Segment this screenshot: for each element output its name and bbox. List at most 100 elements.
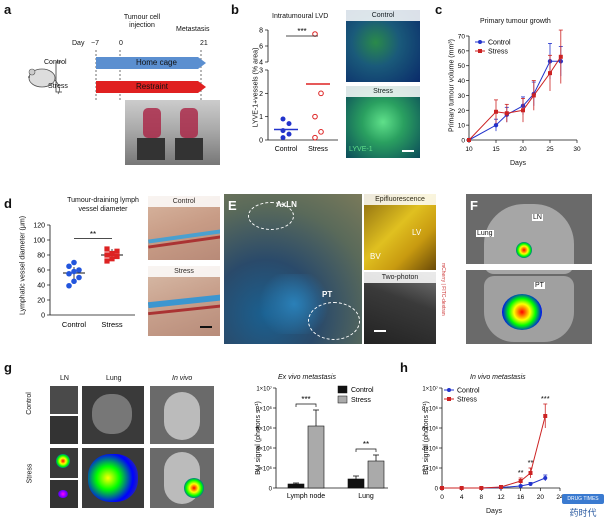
bar-stress	[367, 460, 385, 489]
data-point	[504, 111, 509, 116]
g-lung-stress	[82, 448, 144, 508]
data-point	[104, 246, 110, 252]
y-tick-label: 0	[435, 487, 439, 493]
x-tick-label: 10	[465, 146, 473, 153]
timeline-diagram	[28, 50, 206, 100]
restraint-photo	[125, 100, 220, 165]
data-point	[286, 121, 292, 127]
y-tick-label: 2	[259, 91, 263, 98]
series-line-stress	[468, 56, 562, 141]
g-col-invivo: In vivo	[172, 375, 193, 382]
x-tick-label: 15	[492, 146, 500, 153]
data-point	[528, 471, 533, 475]
lv-label: LV	[412, 228, 422, 237]
legend-swatch	[337, 385, 348, 394]
data-point	[531, 93, 536, 98]
sig-label: **	[363, 440, 369, 449]
y-tick-label: 70	[458, 34, 466, 41]
img-b-stress-label: Stress	[346, 86, 420, 97]
sig-label: ***	[541, 394, 550, 403]
data-point	[548, 71, 552, 76]
restraint-label: Restraint	[136, 82, 169, 91]
legend-marker	[447, 397, 451, 401]
y-tick-label: 120	[33, 223, 45, 230]
y-tick-label: 20	[37, 298, 45, 305]
day-label: Day	[72, 40, 85, 47]
x-tick-label: 20	[537, 494, 545, 501]
sig-label: **	[90, 230, 96, 239]
data-point	[109, 250, 115, 257]
data-point	[494, 109, 498, 114]
data-point	[528, 482, 533, 486]
y-tick-label: 1×10⁷	[422, 386, 438, 393]
pt-label-f: PT	[534, 282, 545, 289]
data-point	[312, 134, 318, 141]
y-tick-label: 6×10⁶	[422, 426, 439, 433]
panel-label-c: c	[435, 2, 443, 17]
data-point	[493, 122, 499, 128]
data-point	[518, 479, 523, 483]
g-row-stress: Stress	[26, 463, 34, 484]
y-tick-label: 2×10⁶	[422, 466, 439, 473]
data-point	[76, 274, 82, 281]
data-point	[521, 108, 525, 113]
data-point	[280, 128, 286, 134]
bli-image-f	[466, 194, 592, 344]
data-point	[518, 484, 523, 488]
y-tick-label: 0	[41, 313, 45, 320]
y-tick-label: 0	[461, 138, 465, 145]
data-point	[104, 258, 110, 264]
y-tick-label: 50	[458, 63, 466, 70]
restraint-bar	[96, 81, 206, 93]
legend-label: Stress	[351, 397, 371, 404]
y-tick-label: 6×10⁶	[256, 426, 273, 433]
sig-label: ***	[301, 395, 310, 404]
chart-h-title: In vivo metastasis	[470, 374, 526, 381]
watermark-logo: DRUG TIMES	[562, 494, 604, 504]
x-tick-label: 16	[517, 494, 525, 501]
tumour-injection-label: Tumour cell injection	[123, 14, 161, 29]
series-line-stress	[442, 415, 546, 489]
data-point	[114, 248, 120, 254]
lyve1-image-stress: Stress LYVE-1	[346, 86, 420, 158]
x-tick-label: Control	[62, 320, 87, 329]
x-tick-label: 12	[497, 494, 505, 501]
y-tick-label: 30	[458, 93, 466, 100]
data-point	[109, 256, 115, 262]
g-invivo-stress	[150, 448, 214, 508]
panel-label-f: F	[470, 198, 478, 213]
data-point	[543, 476, 548, 480]
data-point	[318, 129, 324, 135]
data-point	[479, 486, 484, 490]
data-point	[71, 278, 77, 285]
vessel-image-control: Control	[148, 196, 220, 260]
panel-label-e: E	[228, 198, 237, 213]
legend-label: Control	[457, 388, 480, 395]
sig-label: **	[528, 458, 534, 467]
y-tick-label: 4×10⁶	[256, 446, 273, 453]
x-tick-label: 0	[440, 494, 444, 501]
y-tick-label: 1	[259, 114, 263, 121]
tick-21: 21	[200, 40, 208, 47]
intravital-image-e	[224, 194, 362, 344]
y-tick-label: 80	[37, 253, 45, 260]
chart-d: 0 20 40 60 80 100 120 Control Stress **	[33, 223, 135, 329]
data-point	[280, 135, 286, 141]
y-tick-label: 0	[269, 487, 273, 493]
ln-label: LN	[532, 214, 543, 221]
series-line-control	[468, 60, 561, 141]
img-d-stress-label: Stress	[148, 266, 220, 277]
legend-marker	[478, 40, 482, 44]
y-tick-label: 8	[259, 28, 263, 35]
data-point	[66, 282, 72, 289]
x-tick-label: 25	[546, 146, 554, 153]
pt-label: PT	[322, 290, 333, 299]
g-col-lung: Lung	[106, 375, 122, 382]
data-point	[114, 253, 120, 260]
two-photon-side-label: mCherry | FITC-dextran	[440, 263, 446, 316]
y-tick-label: 40	[458, 78, 466, 85]
lyve1-marker-label: LYVE-1	[349, 146, 373, 153]
g-ln-control-1	[50, 386, 78, 414]
home-cage-label: Home cage	[136, 58, 177, 67]
